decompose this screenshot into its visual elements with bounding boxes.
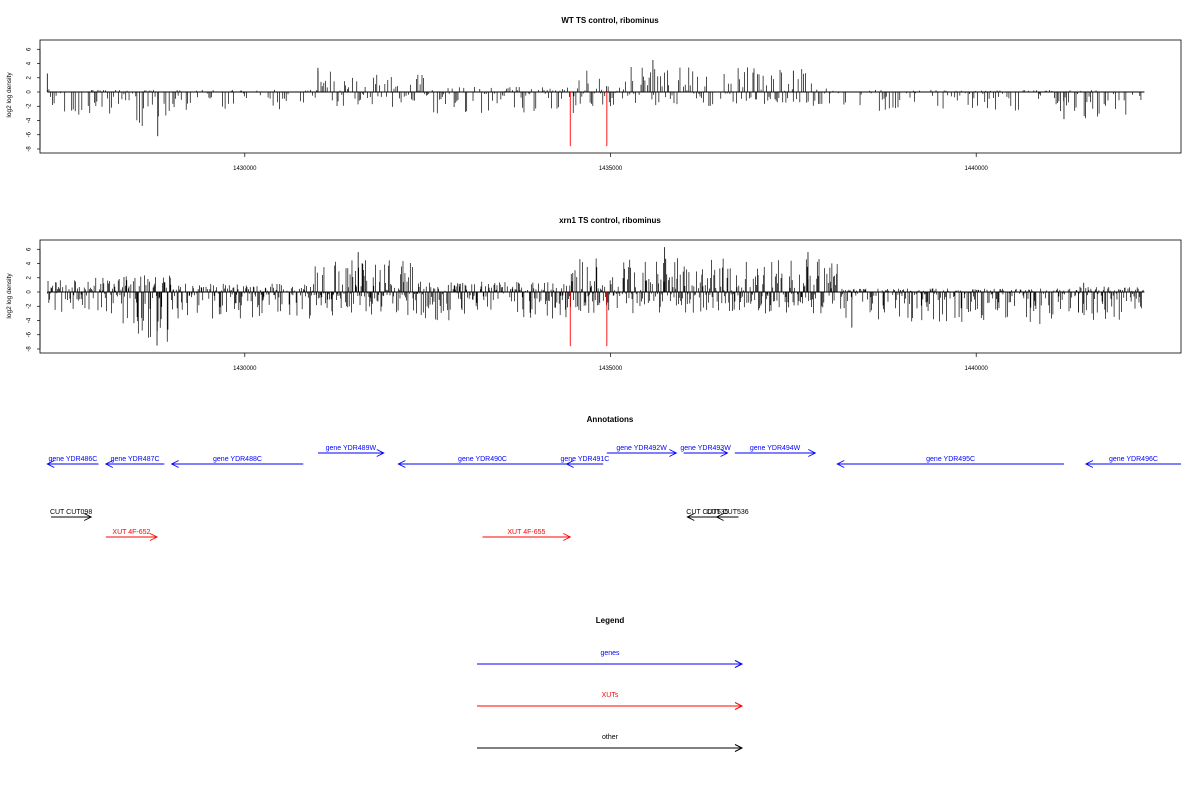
legend-label: other [602,734,619,741]
y-tick-label: -8 [27,146,33,152]
annotation-feature: gene YDR486C [46,456,99,468]
feature-label: gene YDR489W [326,445,377,452]
annotation-feature: gene YDR494W [734,445,817,457]
y-tick-label: 2 [27,75,33,79]
legend-item: other [477,734,744,752]
arrowhead [565,460,574,468]
annotation-feature: gene YDR488C [170,456,304,468]
legend-items: genes XUTs other [477,650,744,752]
annotation-feature: XUT 4F-652 [105,529,159,541]
feature-label: CUT CUT536 [706,509,748,516]
arrowhead [715,513,724,521]
feature-label: CUT CUT098 [50,509,92,516]
feature-label: gene YDR494W [750,445,801,452]
legend-label: XUTs [602,692,619,699]
annotation-feature: gene YDR495C [836,456,1064,468]
arrowhead [836,460,845,468]
plot-frame [39,239,1182,354]
y-tick-label: 2 [27,275,33,279]
x-axis: 1430000 1435000 1440000 [233,353,989,372]
feature-label: gene YDR488C [213,456,262,463]
arrowhead [720,449,729,457]
arrowhead [808,449,817,457]
panel-title: xrn1 TS control, ribominus [559,216,661,225]
y-tick-label: 4 [27,261,33,265]
legend-label: genes [600,650,620,657]
legend-arrowhead [734,660,744,668]
arrowhead [83,513,93,521]
y-tick-label: -2 [27,303,33,309]
y-tick-label: 6 [27,247,33,251]
annotation-track: Annotations gene YDR486C gene YDR487C gene… [46,415,1181,541]
arrowhead [46,460,55,468]
legend-title: Legend [596,616,625,625]
feature-label: CUT CUT535 [686,509,728,516]
x-tick-label: 1440000 [965,366,989,372]
annotation-feature: XUT 4F-655 [482,529,572,541]
y-tick-label: -2 [27,103,33,109]
arrowhead [563,533,572,541]
feature-label: gene YDR492W [616,445,667,452]
x-tick-label: 1430000 [233,166,257,172]
annotation-feature: CUT CUT098 [50,509,92,521]
feature-label: gene YDR490C [458,456,507,463]
feature-label: XUT 4F-652 [112,529,150,536]
y-tick-label: -6 [27,131,33,137]
annotation-feature: gene YDR490C [397,456,567,468]
panel-title: WT TS control, ribominus [561,16,659,25]
y-tick-label: 6 [27,47,33,51]
y-tick-label: -8 [27,346,33,352]
feature-label: gene YDR487C [111,456,160,463]
annotation-feature: gene YDR487C [104,456,165,468]
legend-item: XUTs [477,692,744,710]
arrowhead [104,460,114,468]
x-tick-label: 1435000 [599,166,623,172]
feature-label: XUT 4F-655 [507,529,545,536]
y-tick-label: 0 [27,290,33,294]
y-axis-label: log2 log density [6,273,13,319]
y-tick-label: 4 [27,61,33,65]
feature-label: gene YDR491C [560,456,609,463]
annotation-feature: gene YDR492W [606,445,678,457]
annotation-feature: CUT CUT536 [706,509,749,521]
x-tick-label: 1430000 [233,366,257,372]
annotation-feature: gene YDR493W [680,445,731,457]
feature-label: gene YDR486C [48,456,97,463]
feature-label: gene YDR495C [926,456,975,463]
arrowhead [376,449,385,457]
panel-xrn1-density: xrn1 TS control, ribominus log2 log dens… [6,216,1182,372]
panel-wt-density: WT TS control, ribominus log2 log densit… [6,16,1182,172]
y-axis-label: log2 log density [6,72,13,118]
arrowhead [1084,460,1094,468]
arrowhead [397,460,406,468]
x-tick-label: 1435000 [599,366,623,372]
arrowhead [686,513,695,521]
arrowhead [149,533,159,541]
arrowhead [170,460,179,468]
y-axis: 6 4 2 0 -2 -4 -6 -8 [27,47,41,152]
annotation-feature: gene YDR496C [1084,456,1181,468]
annotations-title: Annotations [587,415,634,424]
annotation-feature: gene YDR489W [317,445,385,457]
arrowhead [669,449,678,457]
legend-item: genes [477,650,744,668]
y-axis: 6 4 2 0 -2 -4 -6 -8 [27,247,41,352]
annotation-features: gene YDR486C gene YDR487C gene YDR488C gene… [46,445,1181,541]
bar-group [46,247,1145,347]
bar-group [46,59,1145,147]
legend-arrowhead [734,702,744,710]
y-tick-label: 0 [27,90,33,94]
feature-label: gene YDR493W [680,445,731,452]
x-axis: 1430000 1435000 1440000 [233,153,989,172]
y-tick-label: -6 [27,331,33,337]
legend-arrowhead [734,744,744,752]
x-tick-label: 1440000 [965,166,989,172]
feature-label: gene YDR496C [1109,456,1158,463]
legend: Legend genes XUTs other [477,616,744,752]
y-tick-label: -4 [27,317,33,323]
y-tick-label: -4 [27,117,33,123]
annotation-feature: gene YDR491C [560,456,609,468]
